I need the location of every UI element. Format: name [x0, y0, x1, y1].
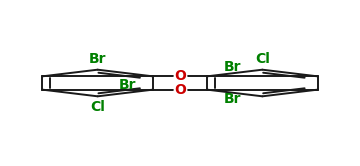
Text: Br: Br	[224, 60, 242, 74]
Text: O: O	[174, 83, 186, 97]
Text: O: O	[174, 69, 186, 83]
Text: Cl: Cl	[255, 52, 270, 66]
Text: Cl: Cl	[90, 100, 105, 114]
Text: Br: Br	[89, 52, 107, 66]
Text: Br: Br	[224, 92, 242, 106]
Text: Br: Br	[118, 78, 136, 92]
